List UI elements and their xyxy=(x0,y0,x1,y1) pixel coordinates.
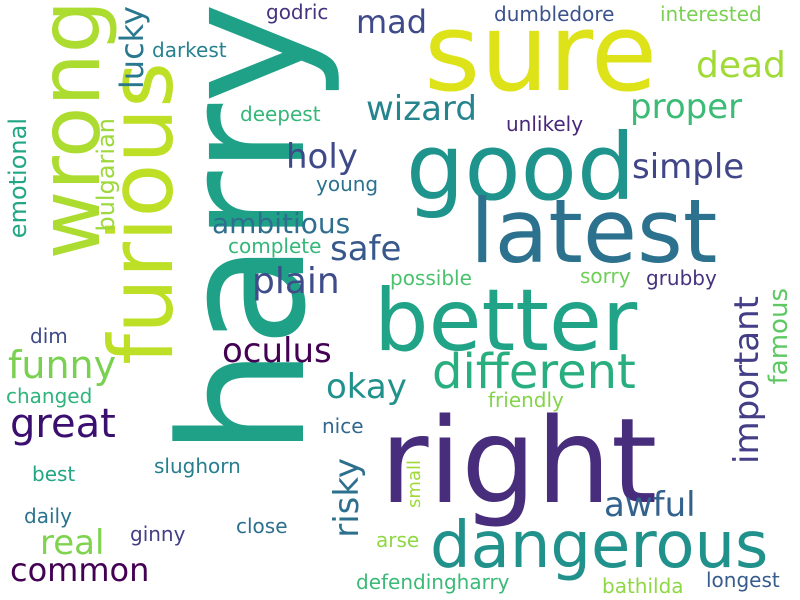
word-latest: latest xyxy=(470,180,718,283)
word-better: better xyxy=(374,271,638,371)
word-simple: simple xyxy=(632,147,745,187)
word-friendly: friendly xyxy=(488,388,564,412)
word-sorry: sorry xyxy=(580,264,631,288)
word-good: good xyxy=(406,114,636,221)
word-safe: safe xyxy=(330,229,402,269)
word-lucky: lucky xyxy=(113,6,151,90)
word-right: right xyxy=(380,392,658,530)
word-sure: sure xyxy=(424,0,658,116)
word-awful: awful xyxy=(604,485,696,525)
word-proper: proper xyxy=(630,87,743,127)
word-darkest: darkest xyxy=(152,38,227,62)
word-unlikely: unlikely xyxy=(506,112,584,136)
word-close: close xyxy=(236,514,288,538)
word-dangerous: dangerous xyxy=(430,509,769,583)
word-funny: funny xyxy=(8,343,117,387)
word-great: great xyxy=(10,401,116,447)
word-best: best xyxy=(32,462,76,486)
word-ginny: ginny xyxy=(130,522,186,546)
word-emotional: emotional xyxy=(4,118,32,239)
word-oculus: oculus xyxy=(222,331,332,371)
word-dumbledore: dumbledore xyxy=(494,2,615,26)
word-risky: risky xyxy=(327,458,367,538)
word-interested: interested xyxy=(660,2,762,26)
word-common: common xyxy=(10,551,150,589)
word-arse: arse xyxy=(376,528,420,552)
word-dim: dim xyxy=(30,324,68,348)
word-plain: plain xyxy=(252,261,340,302)
word-different: different xyxy=(432,344,636,400)
word-small: small xyxy=(404,460,425,508)
word-daily: daily xyxy=(24,504,72,528)
word-holy: holy xyxy=(286,137,358,177)
word-bulgarian: bulgarian xyxy=(92,118,120,232)
word-ambitious: ambitious xyxy=(212,207,351,240)
word-mad: mad xyxy=(356,3,428,41)
word-dead: dead xyxy=(696,45,786,86)
word-changed: changed xyxy=(6,384,93,408)
word-slughorn: slughorn xyxy=(154,454,241,478)
word-wizard: wizard xyxy=(366,89,477,129)
word-possible: possible xyxy=(390,266,472,290)
word-defendingharry: defendingharry xyxy=(356,570,510,594)
word-young: young xyxy=(316,172,379,196)
word-godric: godric xyxy=(266,0,329,24)
word-important: important xyxy=(727,296,767,464)
word-nice: nice xyxy=(322,414,364,438)
word-complete: complete xyxy=(228,234,322,258)
word-okay: okay xyxy=(326,367,407,407)
word-longest: longest xyxy=(706,568,780,592)
word-real: real xyxy=(40,523,105,563)
word-bathilda: bathilda xyxy=(602,574,684,598)
word-famous: famous xyxy=(764,288,794,385)
word-grubby: grubby xyxy=(646,266,717,290)
word-deepest: deepest xyxy=(240,102,321,126)
